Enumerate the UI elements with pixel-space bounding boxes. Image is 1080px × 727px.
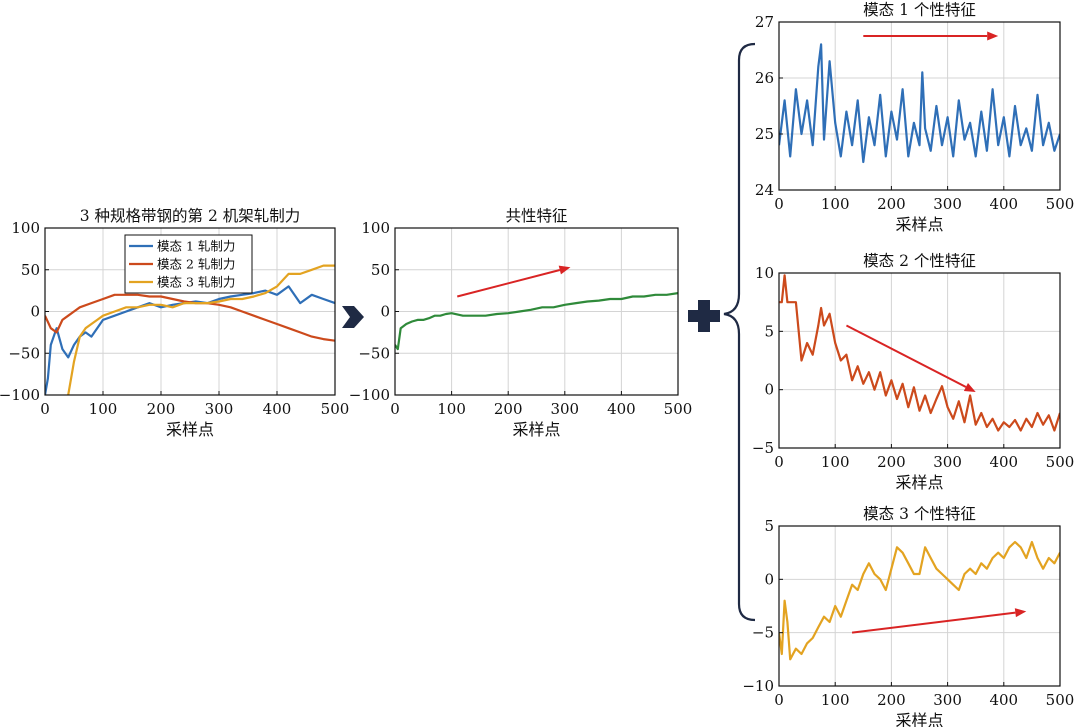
- x-tick-label: 0: [774, 691, 784, 709]
- x-tick-label: 200: [877, 195, 906, 213]
- x-tick-label: 500: [321, 400, 350, 418]
- x-tick-label: 100: [821, 453, 850, 471]
- x-axis-label: 采样点: [895, 215, 943, 234]
- y-tick-label: −100: [349, 386, 390, 404]
- y-tick-label: −5: [752, 439, 774, 457]
- x-tick-label: 400: [989, 691, 1018, 709]
- x-tick-label: 300: [933, 195, 962, 213]
- curly-brace-icon: [723, 42, 756, 622]
- x-tick-label: 100: [821, 195, 850, 213]
- x-tick-label: 400: [989, 453, 1018, 471]
- trend-arrow-shaft: [457, 269, 561, 298]
- x-axis-label: 采样点: [166, 420, 214, 439]
- x-axis-label: 采样点: [895, 711, 943, 727]
- chart-title: 3 种规格带钢的第 2 机架轧制力: [80, 207, 301, 225]
- x-tick-label: 300: [205, 400, 234, 418]
- y-tick-label: 10: [755, 264, 774, 282]
- y-tick-label: 25: [755, 125, 774, 143]
- x-tick-label: 500: [1046, 453, 1075, 471]
- plot-frame: [778, 21, 1061, 191]
- x-tick-label: 0: [390, 400, 400, 418]
- rolling-force-chart: 0 100 200 300 400 500 −100 −50 0 50 100 3 种规格带钢的第 2…: [0, 207, 349, 439]
- x-tick-label: 100: [821, 691, 850, 709]
- x-tick-label: 300: [550, 400, 579, 418]
- x-tick-label: 200: [147, 400, 176, 418]
- y-tick-label: 26: [755, 69, 774, 87]
- chart-title: 模态 2 个性特征: [863, 252, 976, 270]
- chart-title: 共性特征: [505, 207, 567, 225]
- y-tick-label: 100: [361, 219, 390, 237]
- plot-frame: [778, 525, 1061, 687]
- y-tick-label: 50: [21, 261, 40, 279]
- y-tick-label: −50: [358, 344, 390, 362]
- x-tick-label: 400: [607, 400, 636, 418]
- x-tick-label: 0: [774, 195, 784, 213]
- series-line-mode3: [779, 540, 1060, 661]
- y-tick-label: −5: [752, 624, 774, 642]
- legend-entry: 模态 2 轧制力: [157, 257, 235, 272]
- legend-entry: 模态 1 轧制力: [157, 239, 235, 254]
- x-tick-label: 300: [933, 453, 962, 471]
- trend-arrow-shaft: [845, 324, 967, 388]
- trend-arrow-head: [558, 265, 571, 275]
- y-tick-label: 24: [755, 181, 774, 199]
- x-tick-label: 100: [89, 400, 118, 418]
- x-tick-label: 400: [989, 195, 1018, 213]
- y-tick-label: −50: [8, 344, 40, 362]
- x-tick-label: 400: [263, 400, 292, 418]
- x-axis-label: 采样点: [512, 420, 560, 439]
- y-tick-label: 0: [764, 381, 774, 399]
- y-tick-label: 27: [755, 13, 774, 31]
- series-line-mode3: [67, 264, 335, 395]
- y-tick-label: 50: [371, 261, 390, 279]
- plus-icon: [688, 300, 720, 332]
- y-tick-label: 5: [764, 517, 774, 535]
- y-tick-label: 0: [380, 303, 390, 321]
- series-line-mode2: [779, 274, 1060, 432]
- x-tick-label: 500: [664, 400, 693, 418]
- trend-arrow-shaft: [851, 611, 1016, 634]
- x-tick-label: 500: [1046, 195, 1075, 213]
- trend-arrow-head: [963, 382, 976, 392]
- series-line-common: [395, 292, 678, 351]
- trend-arrow-head: [987, 31, 999, 41]
- chart-title: 模态 1 个性特征: [863, 1, 976, 19]
- y-tick-label: −10: [742, 677, 774, 695]
- chart-title: 模态 3 个性特征: [863, 505, 976, 523]
- x-axis-label: 采样点: [895, 473, 943, 492]
- x-tick-label: 100: [437, 400, 466, 418]
- arrow-right-icon: [342, 306, 364, 328]
- trend-arrow-head: [1014, 608, 1027, 618]
- x-tick-label: 200: [494, 400, 523, 418]
- y-tick-label: −100: [0, 386, 40, 404]
- y-tick-label: 100: [11, 219, 40, 237]
- x-tick-label: 300: [933, 691, 962, 709]
- series-line-mode2: [45, 293, 335, 342]
- x-tick-label: 200: [877, 691, 906, 709]
- x-tick-label: 200: [877, 453, 906, 471]
- series-line-mode1: [779, 43, 1060, 164]
- x-tick-label: 0: [40, 400, 50, 418]
- y-tick-label: 0: [764, 570, 774, 588]
- x-tick-label: 500: [1046, 691, 1075, 709]
- legend-entry: 模态 3 轧制力: [157, 275, 235, 290]
- y-tick-label: 0: [30, 303, 40, 321]
- x-tick-label: 0: [774, 453, 784, 471]
- plot-frame: [778, 272, 1061, 449]
- y-tick-label: 5: [764, 322, 774, 340]
